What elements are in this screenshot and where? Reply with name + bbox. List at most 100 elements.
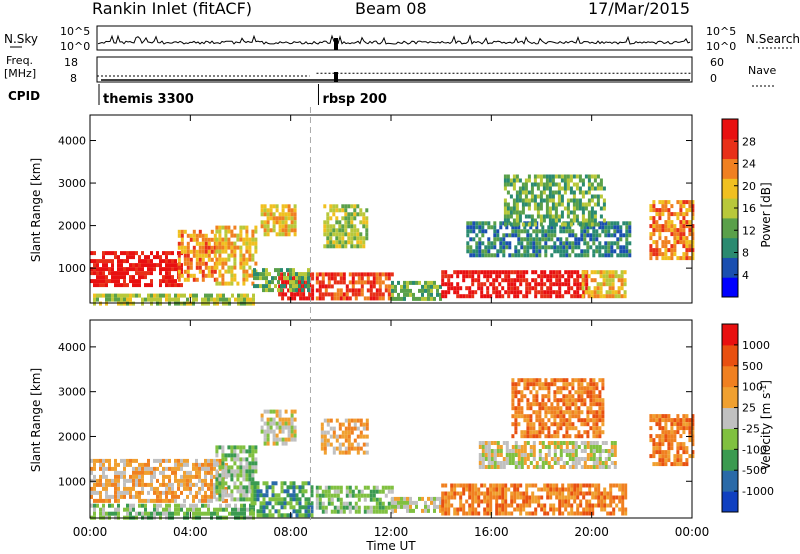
- data-cell: [478, 453, 482, 457]
- data-cell: [292, 489, 296, 494]
- data-cell: [524, 186, 528, 191]
- data-cell: [354, 272, 358, 277]
- data-cell: [511, 233, 515, 238]
- data-cell: [514, 418, 518, 423]
- data-cell: [99, 279, 102, 284]
- data-cell: [585, 499, 589, 504]
- data-cell: [150, 470, 153, 475]
- data-cell: [596, 294, 600, 299]
- data-cell: [108, 271, 111, 276]
- data-cell: [599, 286, 603, 291]
- data-cell: [568, 394, 572, 399]
- data-cell: [568, 457, 572, 461]
- data-cell: [543, 507, 547, 512]
- data-cell: [246, 293, 249, 298]
- data-cell: [510, 286, 514, 291]
- data-cell: [353, 446, 357, 451]
- data-cell: [526, 418, 530, 423]
- data-cell: [165, 498, 168, 503]
- data-cell: [251, 229, 255, 234]
- data-cell: [523, 229, 527, 234]
- data-cell: [544, 378, 548, 383]
- data-cell: [339, 292, 343, 297]
- data-cell: [526, 422, 530, 427]
- data-cell: [359, 212, 363, 217]
- data-cell: [555, 294, 559, 299]
- data-cell: [481, 457, 485, 461]
- data-cell: [590, 210, 594, 215]
- data-cell: [617, 278, 621, 283]
- data-cell: [562, 422, 566, 427]
- data-cell: [295, 509, 299, 514]
- data-cell: [293, 292, 297, 297]
- data-cell: [616, 241, 620, 246]
- data-cell: [505, 245, 509, 250]
- data-cell: [502, 233, 506, 238]
- data-cell: [253, 489, 257, 494]
- data-cell: [549, 294, 553, 299]
- data-cell: [564, 487, 568, 492]
- data-cell: [501, 507, 505, 512]
- data-cell: [587, 198, 591, 203]
- data-cell: [565, 426, 569, 431]
- data-cell: [174, 301, 177, 306]
- data-cell: [556, 461, 560, 465]
- data-cell: [539, 190, 543, 195]
- data-cell: [577, 378, 581, 383]
- data-cell: [581, 190, 585, 195]
- data-cell: [332, 430, 336, 435]
- data-cell: [320, 446, 324, 451]
- data-cell: [558, 499, 562, 504]
- data-cell: [524, 182, 528, 187]
- data-cell: [318, 272, 322, 277]
- data-cell: [326, 438, 330, 443]
- data-cell: [560, 186, 564, 191]
- data-cell: [588, 503, 592, 508]
- data-cell: [550, 457, 554, 461]
- data-cell: [676, 422, 680, 427]
- data-cell: [609, 491, 613, 496]
- data-cell: [180, 237, 184, 242]
- data-cell: [682, 414, 686, 419]
- data-cell: [336, 280, 340, 285]
- data-cell: [691, 426, 695, 431]
- data-cell: [592, 465, 596, 469]
- data-cell: [280, 505, 284, 510]
- data-cell: [582, 491, 586, 496]
- data-cell: [271, 493, 275, 498]
- data-cell: [215, 225, 219, 230]
- data-cell: [587, 190, 591, 195]
- data-cell: [310, 509, 314, 514]
- data-cell: [593, 186, 597, 191]
- data-cell: [251, 269, 255, 274]
- data-cell: [676, 462, 680, 467]
- data-cell: [168, 490, 171, 495]
- data-cell: [535, 410, 539, 415]
- data-cell: [339, 501, 343, 506]
- data-cell: [514, 461, 518, 465]
- data-cell: [120, 267, 123, 272]
- data-cell: [406, 508, 409, 513]
- data-cell: [568, 414, 572, 419]
- data-cell: [99, 293, 102, 298]
- data-cell: [462, 487, 466, 492]
- data-cell: [177, 503, 180, 508]
- data-cell: [233, 277, 237, 282]
- data-cell: [538, 418, 542, 423]
- data-cell: [504, 270, 508, 275]
- data-cell: [318, 497, 322, 502]
- data-cell: [90, 271, 93, 276]
- data-cell: [237, 507, 240, 512]
- data-cell: [558, 270, 562, 275]
- data-cell: [625, 225, 629, 230]
- data-cell: [207, 462, 210, 467]
- data-cell: [486, 491, 490, 496]
- data-cell: [168, 251, 171, 256]
- data-cell: [589, 233, 593, 238]
- data-cell: [520, 449, 524, 453]
- data-cell: [141, 511, 144, 516]
- data-cell: [468, 507, 472, 512]
- data-cell: [353, 244, 357, 249]
- data-cell: [589, 418, 593, 423]
- data-cell: [357, 493, 361, 498]
